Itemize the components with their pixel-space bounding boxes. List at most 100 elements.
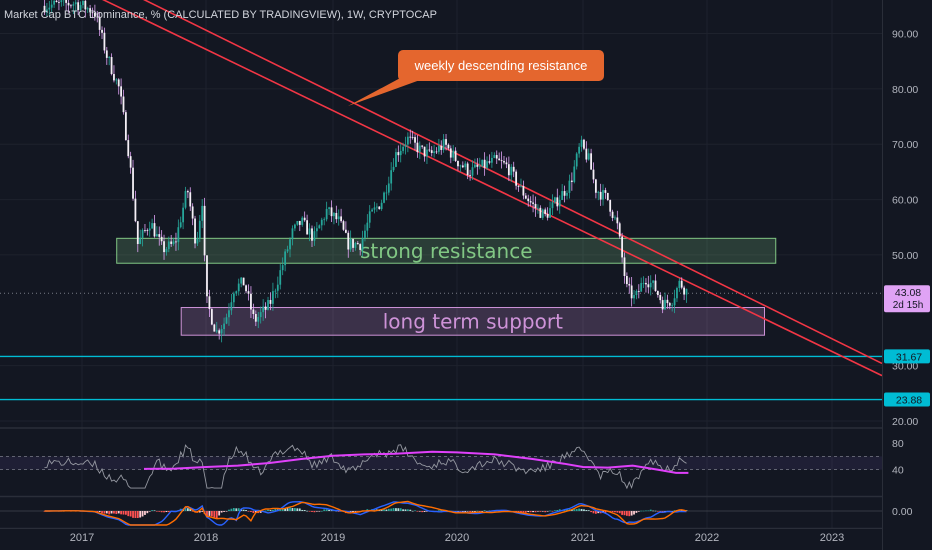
candle-body (347, 232, 350, 250)
candle-body (48, 7, 51, 10)
candle-body (303, 217, 306, 221)
candle-body (527, 198, 530, 202)
macd-histogram-bar (385, 509, 388, 511)
candle-body (294, 224, 296, 229)
candle-body (101, 29, 103, 33)
macd-histogram-bar (647, 510, 650, 512)
macd-histogram-bar (654, 510, 657, 512)
macd-histogram-bar (594, 511, 597, 514)
macd-histogram-bar (575, 509, 578, 511)
macd-histogram-bar (201, 511, 204, 512)
candle-body (201, 205, 204, 221)
macd-histogram-bar (440, 510, 443, 511)
macd-histogram-bar (225, 511, 228, 512)
macd-histogram-bar (409, 509, 412, 511)
strong-resistance-label: strong resistance (360, 239, 533, 263)
candle-body (182, 207, 185, 223)
candle-body (158, 234, 161, 237)
price-axis[interactable]: 90.00 80.00 70.00 60.00 50.00 30.00 20.00 80 40 0… (883, 0, 932, 550)
rsi-line (44, 444, 687, 490)
candle-body (402, 146, 405, 151)
candle-body (55, 0, 58, 2)
macd-histogram-bar (220, 511, 223, 513)
candle-body (570, 180, 573, 182)
macd-histogram-bar (481, 511, 484, 512)
candle-body (230, 302, 233, 311)
candle-body (553, 197, 556, 203)
candle-body (633, 295, 635, 299)
candle-body (505, 162, 508, 165)
macd-histogram-bar (337, 511, 340, 512)
candle-body (390, 170, 393, 184)
time-tick-label: 2017 (70, 532, 94, 544)
macd-histogram-bar (383, 509, 385, 511)
candle-body (155, 234, 158, 237)
price-tick-label: 90.00 (892, 29, 918, 41)
macd-histogram-bar (311, 511, 313, 512)
macd-histogram-bar (242, 509, 245, 511)
candle-body (404, 144, 407, 147)
candle-body (113, 74, 115, 81)
time-tick-label: 2020 (445, 532, 469, 544)
candle-body (532, 202, 534, 204)
candle-body (146, 230, 149, 232)
candle-body (333, 212, 335, 217)
macd-histogram-bar (115, 511, 118, 515)
price-tick-label: 50.00 (892, 250, 918, 262)
macd-histogram-bar (529, 511, 532, 513)
strong-resistance-zone (116, 237, 777, 264)
candle-body (568, 180, 571, 193)
candle-body (117, 79, 120, 87)
macd-histogram-bar (103, 511, 106, 514)
macd-histogram-bar (611, 511, 614, 513)
macd-histogram-bar (590, 511, 593, 513)
time-axis[interactable]: 2017 2018 2019 2020 2021 2022 2023 (0, 529, 882, 550)
candle-body (340, 216, 343, 222)
macd-histogram-bar (524, 511, 527, 513)
macd-histogram-bar (328, 509, 330, 511)
macd-histogram-bar (532, 511, 534, 513)
candle-body (247, 291, 250, 294)
macd-histogram-bar (330, 510, 333, 512)
macd-histogram-bar (544, 511, 547, 513)
candle-body (151, 223, 154, 229)
candle-body (421, 145, 424, 147)
candle-body (132, 167, 134, 199)
candle-body (609, 200, 612, 212)
macd-histogram-bar (105, 511, 108, 514)
candle-body (385, 192, 388, 194)
macd-histogram-bar (630, 511, 633, 516)
candle-body (60, 0, 63, 3)
macd-histogram-bar (158, 511, 161, 512)
candle-body (46, 9, 48, 13)
candle-body (546, 213, 549, 218)
candle-body (298, 220, 301, 225)
candle-body (215, 330, 218, 332)
macd-histogram-bar (553, 510, 556, 511)
candle-body (257, 317, 260, 322)
candle-body (659, 294, 662, 301)
candle-body (208, 296, 211, 310)
candle-body (58, 1, 60, 3)
candle-body (160, 236, 163, 242)
candle-body (325, 208, 328, 220)
macd-histogram-bar (213, 511, 216, 518)
macd-histogram-bar (228, 509, 230, 511)
candle-body (387, 183, 390, 193)
candle-body (210, 309, 213, 325)
candle-body (416, 142, 419, 153)
macd-histogram-bar (274, 508, 277, 511)
macd-histogram-bar (483, 510, 486, 511)
candle-body (272, 291, 274, 304)
macd-histogram-bar (306, 510, 309, 512)
macd-histogram-bar (380, 509, 383, 511)
candle-body (566, 192, 568, 196)
candle-body (599, 191, 602, 200)
candle-body (563, 191, 566, 196)
macd-histogram-bar (517, 511, 520, 513)
macd-histogram-bar (387, 508, 390, 511)
price-tick-label: 20.00 (892, 416, 918, 428)
candle-body (466, 163, 469, 176)
